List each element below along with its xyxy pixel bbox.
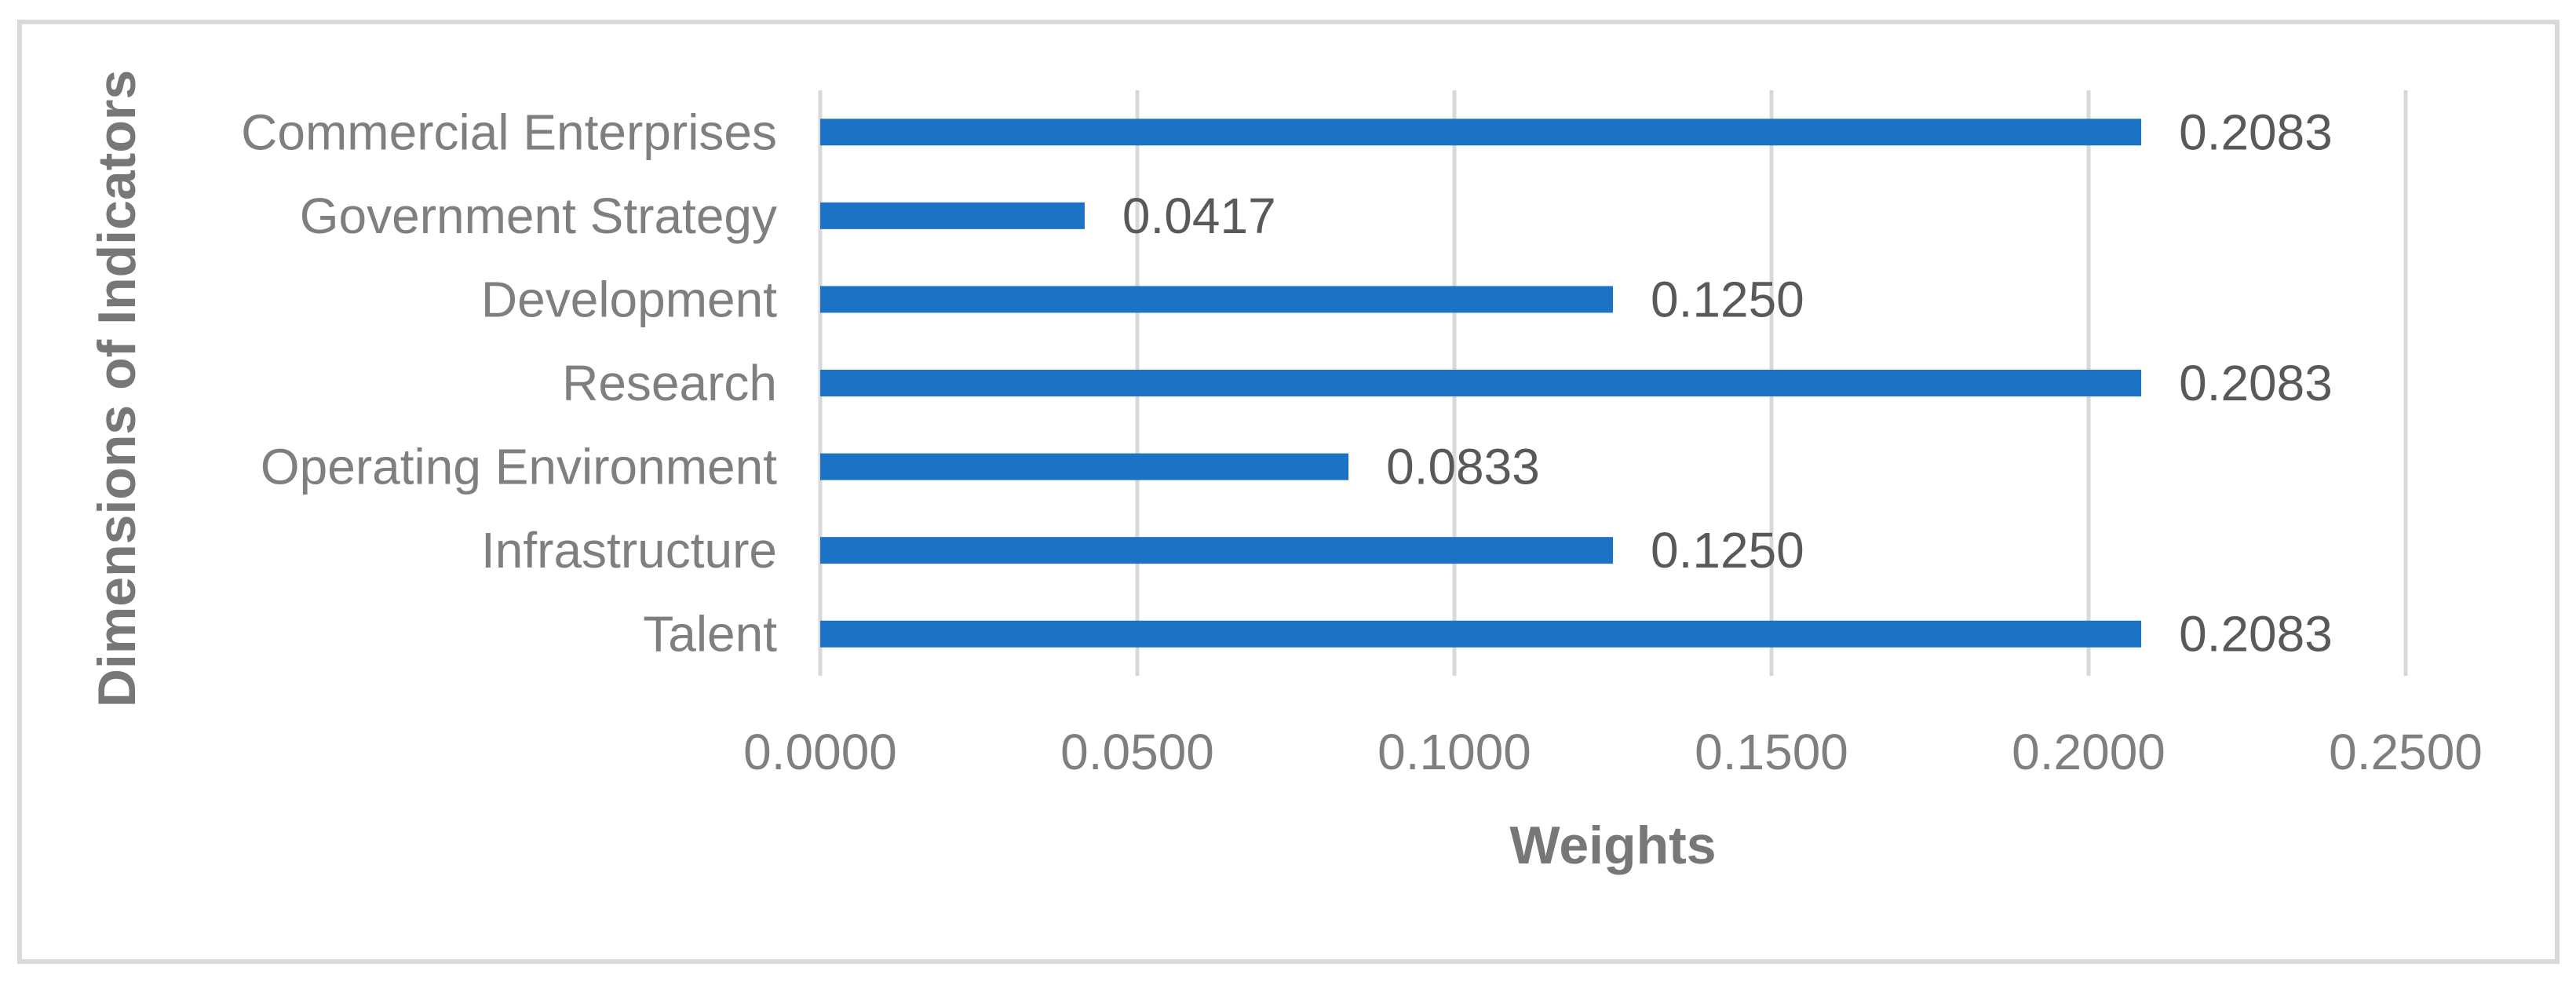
bar xyxy=(820,620,2142,648)
figure-border xyxy=(17,20,2560,964)
bar-value-label: 0.0417 xyxy=(1122,188,1276,244)
bar-value-label: 0.2083 xyxy=(2179,606,2333,663)
x-tick-label: 0.0000 xyxy=(743,724,897,780)
data-labels: 0.2083 0.0417 0.1250 0.2083 0.0833 0.1250 0.20… xyxy=(1122,104,2333,662)
category-label: Operating Environment xyxy=(261,439,777,495)
bar xyxy=(820,286,1613,313)
y-axis-title: Dimensions of Indicators xyxy=(87,70,147,707)
x-tick-label: 0.1500 xyxy=(1695,724,1848,780)
bar xyxy=(820,537,1613,564)
x-tick-label: 0.0500 xyxy=(1060,724,1214,780)
bar xyxy=(820,119,2142,146)
bar-value-label: 0.2083 xyxy=(2179,104,2333,160)
bar xyxy=(820,370,2142,396)
bar-value-label: 0.0833 xyxy=(1386,439,1540,495)
bar xyxy=(820,453,1349,480)
x-axis-title: Weights xyxy=(1509,816,1716,875)
x-tick-label: 0.1000 xyxy=(1377,724,1531,780)
bar xyxy=(820,202,1085,229)
bar-value-label: 0.1250 xyxy=(1651,522,1804,579)
bar-value-label: 0.2083 xyxy=(2179,355,2333,411)
x-tick-labels: 0.0000 0.0500 0.1000 0.1500 0.2000 0.2500 xyxy=(743,724,2483,780)
category-labels: Commercial Enterprises Government Strateg… xyxy=(241,104,777,662)
category-label: Research xyxy=(562,355,777,411)
bar-value-label: 0.1250 xyxy=(1651,271,1804,327)
category-label: Commercial Enterprises xyxy=(241,104,777,160)
category-label: Development xyxy=(481,271,777,327)
bars xyxy=(820,119,2142,648)
category-label: Talent xyxy=(643,606,777,663)
x-tick-label: 0.2000 xyxy=(2012,724,2166,780)
category-label: Infrastructure xyxy=(481,522,777,579)
category-label: Government Strategy xyxy=(300,188,777,244)
x-tick-label: 0.2500 xyxy=(2329,724,2483,780)
gridlines xyxy=(818,90,2408,676)
